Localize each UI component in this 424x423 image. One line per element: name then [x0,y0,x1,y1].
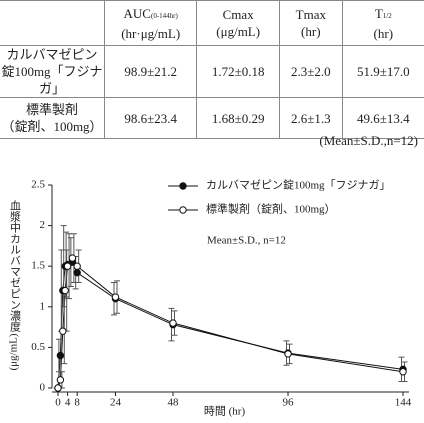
point [54,384,62,392]
header-unit: (μg/mL) [216,24,261,39]
point [63,262,72,270]
header: T1/2 (hr) [341,0,424,46]
x-tick-label: 8 [74,397,80,409]
legend-marker [179,182,187,190]
cell: 2.6±1.3 [279,97,343,139]
y-tick-label: 2.5 [31,179,45,191]
header-sub: (0-144hr) [150,11,178,20]
point [169,319,177,327]
header-unit: (hr) [301,24,321,39]
point [73,268,81,277]
cell: 49.6±13.4 [341,97,424,139]
x-tick-label: 96 [283,397,295,409]
cell: 1.68±0.29 [196,97,280,139]
row-name: 標準製剤 （錠剤、100mg） [0,97,105,139]
header-title: T [374,5,383,21]
point [284,350,292,358]
header-title: Tmax [295,7,326,22]
x-tick-label: 24 [110,397,122,409]
header-title: Cmax [222,7,254,22]
table-note: (Mean±S.D.,n=12) [319,133,418,148]
pk-table: AUC(0-144hr) (hr·μg/mL) Cmax (μg/mL) Tmax (… [0,0,424,139]
row: 標準製剤 （錠剤、100mg） 98.6±23.4 1.68±0.29 2.6±1… [0,97,424,139]
point [56,351,65,360]
header-unit: (hr·μg/mL) [121,25,181,41]
series-line [57,257,404,389]
point [399,368,407,376]
x-tick-label: 48 [168,397,180,409]
x-tick-label: 4 [65,397,71,409]
x-tick-label: 0 [55,397,61,409]
legend-label: カルバマゼピン錠100mg「フジナガ」 [206,178,391,192]
annotation: Mean±S.D., n=12 [207,235,286,247]
y-tick-label: 1 [40,300,46,312]
row-name-line: カルバマゼピン [6,47,98,62]
row-name-line: 標準製剤 [25,102,78,117]
x-axis-label: 時間 (hr) [204,405,246,418]
header-row: AUC(0-144hr) (hr·μg/mL) Cmax (μg/mL) Tmax (… [0,0,424,46]
cell: 98.6±23.4 [103,97,198,139]
point [111,293,120,301]
row-name: カルバマゼピン錠100mg「フジナガ」 [0,45,105,98]
row-name-line: 錠100mg「フジナガ」 [1,64,103,96]
header: Tmax (hr) [279,0,343,46]
point [73,262,81,270]
header: AUC(0-144hr) (hr·μg/mL) [103,0,198,46]
x-tick-label: 144 [395,397,412,409]
y-tick-label: 0.5 [31,341,45,353]
header-title: AUC [123,5,151,21]
y-tick-label: 1.5 [31,260,45,272]
header-sub: 1/2 [382,11,392,20]
point [61,286,69,295]
y-tick-label: 2 [40,219,46,231]
y-axis-unit: (μg/mL) [8,333,20,370]
point [56,376,65,384]
header-unit: (hr) [373,25,394,41]
y-axis-label: 血漿中カルバマゼピン濃度 [8,199,21,333]
row-name-line: （錠剤、100mg） [1,119,103,134]
row: カルバマゼピン 錠100mg「フジナガ」 98.9±21.2 1.72±0.18 … [0,45,424,98]
point [68,254,77,262]
legend-label: 標準製剤（錠剤、100mg） [206,202,336,216]
point [59,327,67,335]
y-tick-label: 0 [40,382,46,394]
cell: 98.9±21.2 [103,45,198,98]
legend-marker [179,206,187,214]
cell: 2.3±2.0 [279,45,343,98]
series-line [57,261,404,389]
